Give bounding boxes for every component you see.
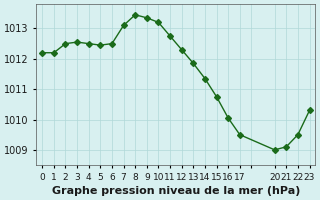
X-axis label: Graphe pression niveau de la mer (hPa): Graphe pression niveau de la mer (hPa): [52, 186, 300, 196]
